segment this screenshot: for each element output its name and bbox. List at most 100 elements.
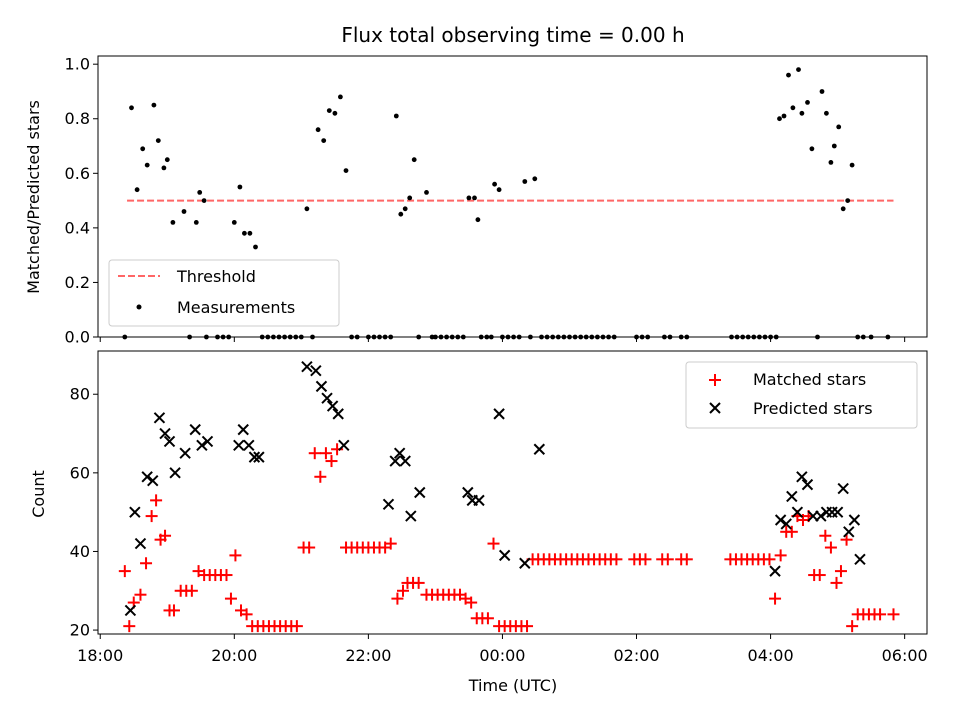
predicted-star-point bbox=[321, 392, 333, 404]
matched-star-point bbox=[224, 592, 237, 605]
x-axis-label: Time (UTC) bbox=[468, 676, 557, 695]
measurement-point bbox=[828, 160, 834, 165]
matched-star-point bbox=[240, 608, 253, 621]
bottom-x-tick-label: 20:00 bbox=[211, 646, 257, 665]
measurement-point bbox=[247, 230, 253, 236]
predicted-star-point bbox=[774, 514, 787, 526]
predicted-star-point bbox=[796, 471, 808, 483]
measurement-point bbox=[253, 244, 258, 250]
measurement-point bbox=[796, 67, 801, 72]
predicted-star-point bbox=[780, 518, 792, 530]
matched-star-point bbox=[813, 569, 826, 582]
matched-legend-label: Matched stars bbox=[753, 370, 866, 389]
predicted-star-point bbox=[533, 443, 546, 455]
matched-star-point bbox=[290, 620, 303, 633]
predicted-star-point bbox=[801, 478, 814, 491]
bottom-y-tick-label: 60 bbox=[70, 463, 90, 482]
matched-legend-swatch bbox=[709, 374, 721, 386]
predicted-star-point bbox=[393, 447, 406, 459]
bottom-legend-box bbox=[685, 361, 918, 429]
measurement-point bbox=[819, 89, 825, 94]
matched-star-point bbox=[487, 537, 500, 550]
measurement-point bbox=[326, 108, 332, 113]
top-legend-box bbox=[108, 259, 340, 327]
measurement-point bbox=[164, 157, 170, 163]
predicted-star-point bbox=[124, 604, 137, 617]
matched-star-point bbox=[481, 612, 494, 625]
measurement-point bbox=[237, 184, 243, 190]
top-y-tick-label: 0.8 bbox=[65, 109, 90, 128]
measurement-point bbox=[170, 220, 176, 225]
bottom-y-tick-label: 80 bbox=[70, 385, 90, 404]
matched-star-point bbox=[303, 541, 316, 554]
matched-star-point bbox=[763, 553, 776, 566]
threshold-legend-label: Threshold bbox=[176, 267, 256, 286]
predicted-star-point bbox=[163, 435, 176, 448]
measurement-point bbox=[809, 146, 815, 152]
measurement-point bbox=[849, 162, 855, 168]
measurement-point bbox=[201, 198, 207, 204]
predicted-star-point bbox=[153, 412, 166, 424]
measurement-point bbox=[134, 187, 140, 193]
measurement-point bbox=[315, 127, 321, 133]
matched-star-point bbox=[769, 592, 782, 605]
matched-star-point bbox=[824, 541, 837, 554]
predicted-star-point bbox=[326, 400, 339, 412]
measurement-point bbox=[181, 209, 187, 214]
matched-star-point bbox=[314, 470, 327, 483]
measurement-point bbox=[492, 181, 497, 187]
measurement-point bbox=[321, 138, 327, 144]
measurement-point bbox=[786, 72, 791, 78]
measurement-point bbox=[144, 162, 150, 168]
measurement-point bbox=[836, 124, 842, 130]
top-y-tick-label: 1.0 bbox=[65, 55, 90, 74]
predicted-legend-label: Predicted stars bbox=[753, 399, 873, 418]
matched-star-point bbox=[465, 596, 478, 609]
predicted-star-point bbox=[129, 506, 141, 518]
predicted-star-point bbox=[389, 455, 401, 467]
predicted-star-point bbox=[791, 506, 804, 518]
measurement-point bbox=[398, 211, 404, 217]
measurement-point bbox=[402, 206, 408, 212]
matched-star-point bbox=[639, 553, 652, 566]
measurement-point bbox=[424, 190, 429, 195]
predicted-star-point bbox=[169, 467, 181, 479]
bottom-y-tick-label: 40 bbox=[70, 542, 90, 561]
measurement-point bbox=[466, 195, 472, 201]
top-y-tick-label: 0.6 bbox=[65, 164, 90, 183]
predicted-star-point bbox=[201, 435, 214, 448]
predicted-star-point bbox=[147, 475, 159, 487]
predicted-star-point bbox=[815, 510, 827, 522]
matched-star-point bbox=[220, 569, 233, 582]
matched-star-point bbox=[785, 525, 798, 538]
predicted-star-point bbox=[243, 439, 255, 452]
matched-star-point bbox=[118, 565, 131, 578]
predicted-star-point bbox=[237, 423, 249, 436]
matched-star-point bbox=[123, 620, 136, 633]
predicted-star-point bbox=[519, 557, 531, 569]
predicted-star-point bbox=[498, 549, 511, 562]
measurement-point bbox=[831, 143, 837, 149]
predicted-star-point bbox=[189, 423, 201, 436]
chart-title: Flux total observing time = 0.00 h bbox=[341, 23, 684, 47]
matched-star-point bbox=[391, 592, 404, 605]
matched-star-point bbox=[384, 537, 397, 550]
measurement-point bbox=[304, 206, 310, 212]
top-y-tick-label: 0.4 bbox=[65, 218, 90, 237]
matched-star-point bbox=[661, 553, 674, 566]
top-y-tick-label: 0.0 bbox=[65, 328, 90, 347]
measurement-point bbox=[532, 176, 538, 182]
measurements-legend-label: Measurements bbox=[177, 298, 295, 317]
predicted-star-point bbox=[315, 380, 328, 393]
bottom-axis-ticks: 20 40 60 80 18:00 20:00 22:00 00:00 02:00 04:00 06… bbox=[70, 385, 928, 665]
predicted-star-point bbox=[831, 506, 844, 518]
measurement-point bbox=[840, 206, 846, 212]
measurement-point bbox=[781, 113, 787, 119]
predicted-star-point bbox=[253, 451, 265, 463]
measurement-point bbox=[332, 110, 338, 116]
top-legend: Threshold Measurements bbox=[108, 259, 340, 327]
measurement-point bbox=[777, 116, 782, 122]
predicted-star-point bbox=[493, 408, 505, 420]
matched-star-point bbox=[830, 576, 843, 589]
